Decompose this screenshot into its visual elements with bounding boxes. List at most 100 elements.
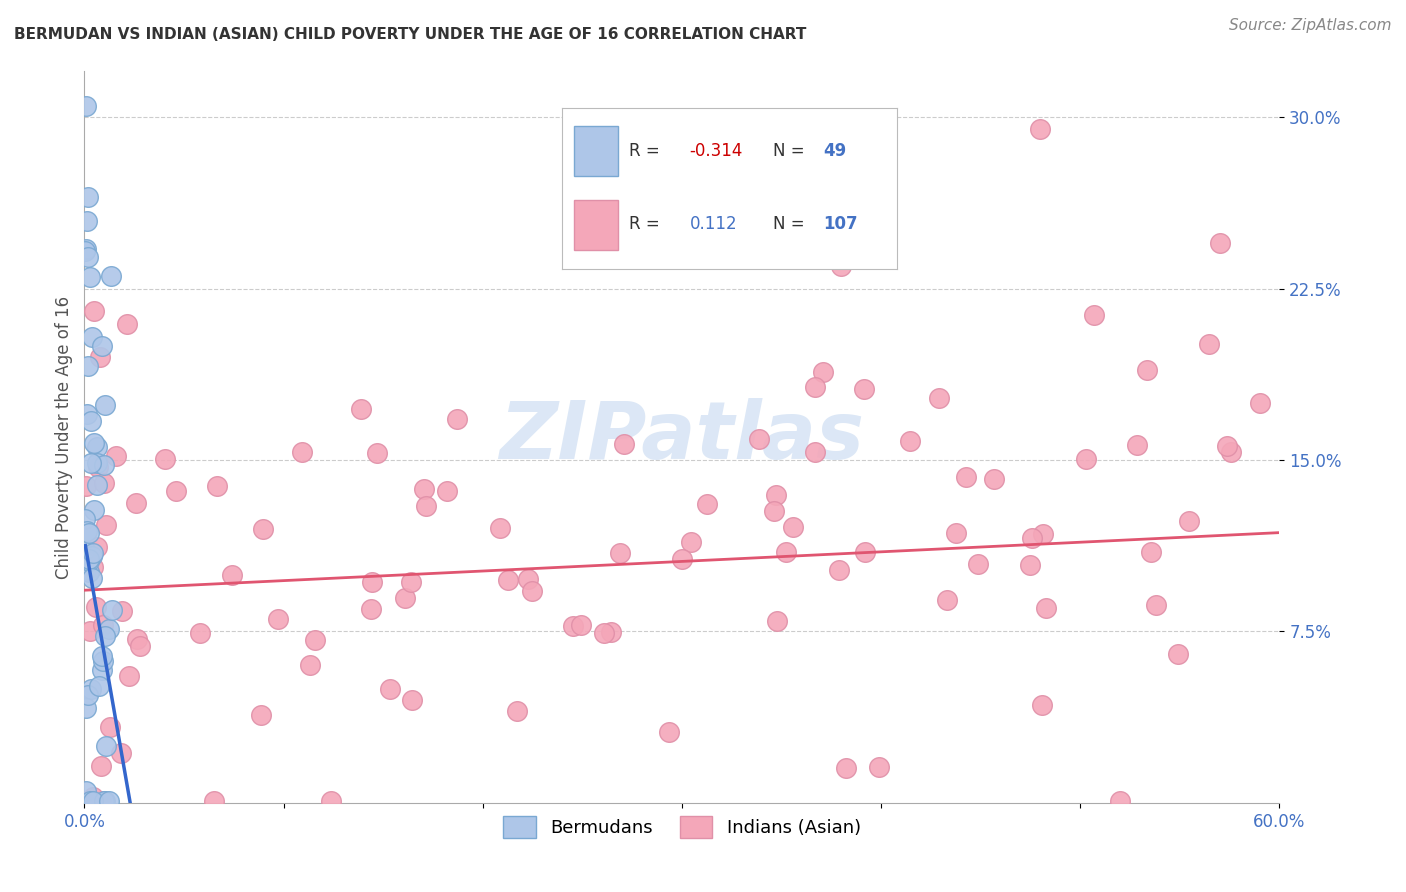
Point xyxy=(75,701,97,715)
Point xyxy=(76,688,98,702)
Point xyxy=(928,391,950,405)
Point xyxy=(93,475,115,490)
Point xyxy=(80,456,103,470)
Point xyxy=(360,574,382,589)
Point xyxy=(94,398,117,412)
Point xyxy=(73,512,96,526)
Point xyxy=(76,407,98,421)
Point xyxy=(202,793,225,807)
Point xyxy=(83,436,105,450)
Point xyxy=(983,472,1005,486)
Point xyxy=(84,599,107,614)
Point xyxy=(90,793,112,807)
Point xyxy=(1083,308,1105,322)
Point xyxy=(366,446,388,460)
Point xyxy=(83,304,105,318)
Point xyxy=(79,270,101,285)
Point xyxy=(104,450,127,464)
Point xyxy=(76,214,98,228)
Point xyxy=(600,625,623,640)
Point xyxy=(868,760,890,774)
Point xyxy=(945,526,967,541)
Point xyxy=(1109,793,1132,807)
Point xyxy=(380,682,402,697)
Point xyxy=(100,269,122,284)
Point xyxy=(609,546,631,560)
Point xyxy=(89,350,111,364)
Point xyxy=(94,739,117,753)
Point xyxy=(87,459,110,474)
Point xyxy=(91,654,114,668)
Point xyxy=(1035,601,1057,615)
Point xyxy=(1249,396,1271,410)
Point xyxy=(77,554,100,568)
Point xyxy=(86,478,108,492)
Point xyxy=(205,479,228,493)
Point xyxy=(671,551,693,566)
Point xyxy=(80,330,103,344)
Point xyxy=(83,503,105,517)
Point xyxy=(748,433,770,447)
Point xyxy=(1021,532,1043,546)
Point xyxy=(813,365,835,379)
Point xyxy=(1220,445,1243,459)
Point xyxy=(1029,121,1052,136)
Point xyxy=(853,544,876,558)
Point xyxy=(766,615,789,629)
Point xyxy=(765,488,787,502)
Point xyxy=(79,624,101,638)
Point xyxy=(82,546,104,560)
Point xyxy=(569,618,592,632)
Point xyxy=(394,591,416,605)
Point xyxy=(658,724,681,739)
Point xyxy=(87,679,110,693)
Point xyxy=(966,557,988,571)
Point xyxy=(73,244,96,258)
Point xyxy=(613,437,636,451)
Point xyxy=(250,708,273,723)
Point xyxy=(75,242,97,256)
Point xyxy=(77,793,100,807)
Point xyxy=(1167,648,1189,662)
Point xyxy=(110,746,132,760)
Point xyxy=(82,793,104,807)
Point xyxy=(522,584,544,599)
Point xyxy=(90,759,112,773)
Point xyxy=(86,541,108,555)
Point xyxy=(592,625,614,640)
Y-axis label: Child Poverty Under the Age of 16: Child Poverty Under the Age of 16 xyxy=(55,295,73,579)
Point xyxy=(98,793,121,807)
Point xyxy=(76,359,98,373)
Point xyxy=(350,402,373,417)
Point xyxy=(82,789,104,804)
Point xyxy=(90,648,112,663)
Text: Source: ZipAtlas.com: Source: ZipAtlas.com xyxy=(1229,18,1392,33)
Point xyxy=(671,190,693,204)
Point xyxy=(75,784,97,798)
Point xyxy=(125,496,148,510)
Point xyxy=(188,626,211,640)
Point xyxy=(1177,514,1199,528)
Point xyxy=(153,451,176,466)
Point xyxy=(90,339,112,353)
Point xyxy=(98,720,121,734)
Point xyxy=(93,458,115,473)
Point xyxy=(82,559,104,574)
Point xyxy=(90,663,112,677)
Point xyxy=(1126,438,1149,452)
Point xyxy=(319,793,342,807)
Point xyxy=(267,612,290,626)
Point xyxy=(696,497,718,511)
Point xyxy=(562,618,585,632)
Point xyxy=(1135,363,1157,377)
Point xyxy=(80,681,103,696)
Point xyxy=(489,521,512,535)
Point xyxy=(1019,558,1042,572)
Point xyxy=(94,629,117,643)
Point xyxy=(803,380,825,394)
Point xyxy=(506,704,529,718)
Point xyxy=(128,639,150,653)
Point xyxy=(1198,337,1220,351)
Point xyxy=(93,617,115,632)
Point xyxy=(80,414,103,428)
